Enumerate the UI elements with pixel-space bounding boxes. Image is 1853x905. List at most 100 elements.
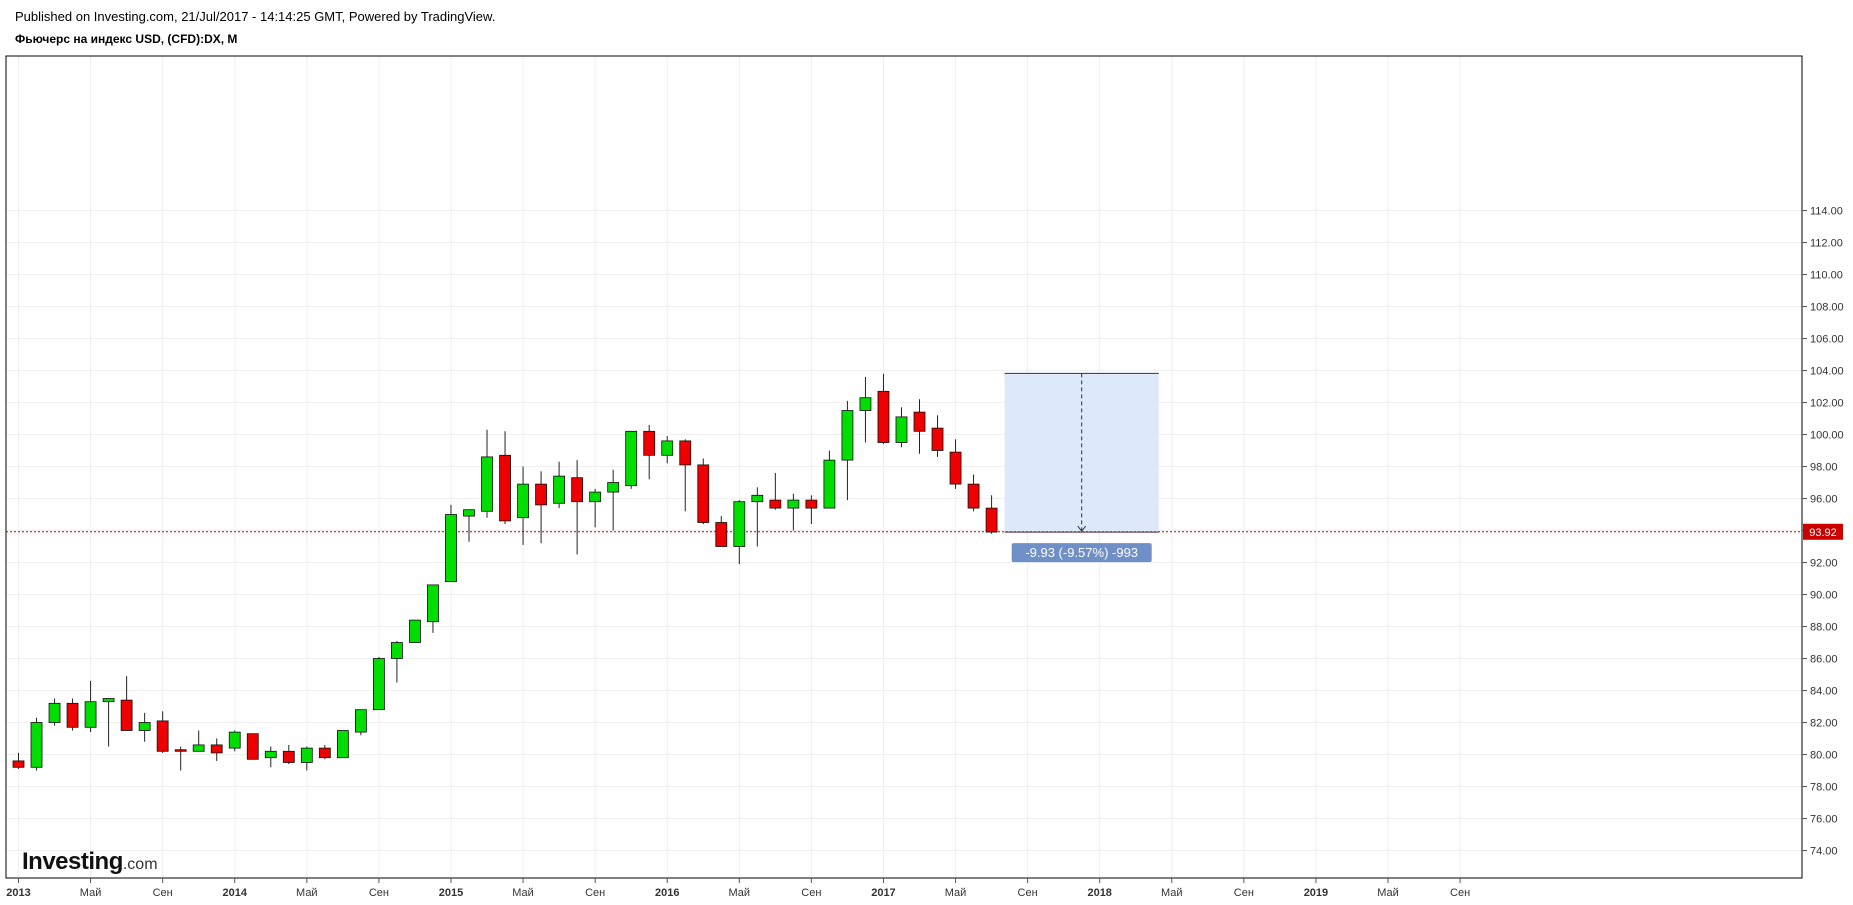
candle-body [787, 499, 800, 509]
candle-body [895, 416, 908, 443]
measure-label-box [1011, 543, 1152, 563]
candle [913, 399, 926, 454]
candle-body [643, 430, 656, 456]
candle [372, 656, 385, 711]
candle-body [318, 747, 331, 759]
candle [391, 640, 403, 683]
y-tick-label: 80.00 [1810, 750, 1838, 762]
candle [246, 733, 259, 760]
y-tick-label: 90.00 [1810, 590, 1838, 602]
candle-body [156, 720, 169, 752]
candle [607, 469, 620, 531]
x-tick-label: 2019 [1304, 887, 1328, 899]
candle [967, 474, 980, 512]
candle-body [282, 750, 295, 763]
candle-body [715, 522, 728, 547]
candle [102, 698, 115, 747]
candle [805, 495, 818, 525]
candle [66, 698, 79, 731]
candle [120, 676, 133, 731]
candle-body [913, 411, 926, 432]
candle [499, 431, 511, 525]
y-tick-label: 82.00 [1810, 718, 1838, 730]
candle-body [210, 744, 223, 754]
candle-body [571, 477, 584, 503]
candle [679, 439, 692, 512]
candle [481, 429, 493, 518]
x-tick-label: Сен [585, 887, 605, 899]
candle-body [985, 507, 998, 533]
candle-body [84, 701, 97, 728]
x-tick-label: 2013 [6, 887, 30, 899]
candle-body [391, 642, 403, 659]
y-tick-label: 86.00 [1810, 654, 1838, 666]
candle [174, 746, 187, 771]
y-tick-label: 114.00 [1810, 206, 1843, 218]
candle [318, 744, 331, 760]
candle-body [174, 749, 187, 752]
x-tick-label: Май [296, 887, 318, 899]
candle-body [841, 410, 854, 461]
candle-body [607, 482, 620, 493]
candle-body [877, 390, 890, 443]
candle [12, 752, 25, 769]
price-tag-label: 93.92 [1809, 527, 1837, 539]
x-tick-label: 2014 [222, 887, 247, 899]
candle [949, 439, 962, 489]
y-tick-label: 112.00 [1810, 238, 1843, 250]
candle [30, 717, 43, 771]
candle-body [625, 430, 638, 487]
y-tick-label: 110.00 [1810, 270, 1843, 282]
measure-tool[interactable]: -9.93 (-9.57%) -993 [1004, 372, 1159, 563]
candle-body [481, 456, 493, 512]
candle-body [427, 584, 439, 623]
candle-body [12, 760, 25, 768]
symbol-title: Фьючерс на индекс USD, (CFD):DX, M [15, 32, 238, 46]
logo-name: Investing [22, 848, 123, 875]
candle-body [30, 722, 43, 768]
candle-body [805, 499, 818, 509]
candle [535, 471, 547, 544]
y-tick-label: 92.00 [1810, 558, 1838, 570]
x-tick-label: Май [1161, 887, 1183, 899]
candle [228, 730, 241, 752]
candle [571, 460, 584, 555]
candle-body [102, 698, 115, 703]
candle [264, 746, 277, 768]
x-tick-label: Май [729, 887, 751, 899]
candle-body [228, 731, 241, 749]
candle [138, 712, 151, 742]
y-tick-label: 74.00 [1810, 846, 1838, 858]
candle [445, 504, 457, 583]
candle-body [589, 491, 602, 503]
candle [553, 461, 565, 509]
y-tick-label: 108.00 [1810, 302, 1844, 314]
y-tick-label: 100.00 [1810, 430, 1844, 442]
y-tick-label: 88.00 [1810, 622, 1838, 634]
candle-body [409, 619, 421, 643]
y-tick-label: 102.00 [1810, 398, 1844, 410]
x-tick-label: Сен [1450, 887, 1470, 899]
x-tick-label: 2017 [871, 887, 895, 899]
x-axis[interactable]: 2013 Май Сен 2014 Май Сен 2015 Май Сен 2016 Май Сен… [6, 878, 1470, 899]
candle [625, 430, 638, 489]
candle [769, 472, 782, 510]
candle [354, 709, 367, 736]
y-tick-label: 84.00 [1810, 686, 1838, 698]
candle-body [859, 397, 872, 411]
candle [336, 730, 349, 759]
candle-body [661, 440, 674, 456]
candle-body [769, 499, 782, 509]
candle-body [246, 733, 259, 760]
candle-body [66, 702, 79, 728]
candles [12, 373, 998, 771]
candle-body [336, 730, 349, 759]
y-tick-label: 96.00 [1810, 494, 1838, 506]
candle [751, 487, 764, 547]
x-tick-label: 2015 [439, 887, 463, 899]
candle-body [138, 722, 151, 731]
x-tick-label: Сен [1018, 887, 1038, 899]
candle-body [967, 483, 980, 509]
logo-suffix: .com [122, 856, 158, 873]
